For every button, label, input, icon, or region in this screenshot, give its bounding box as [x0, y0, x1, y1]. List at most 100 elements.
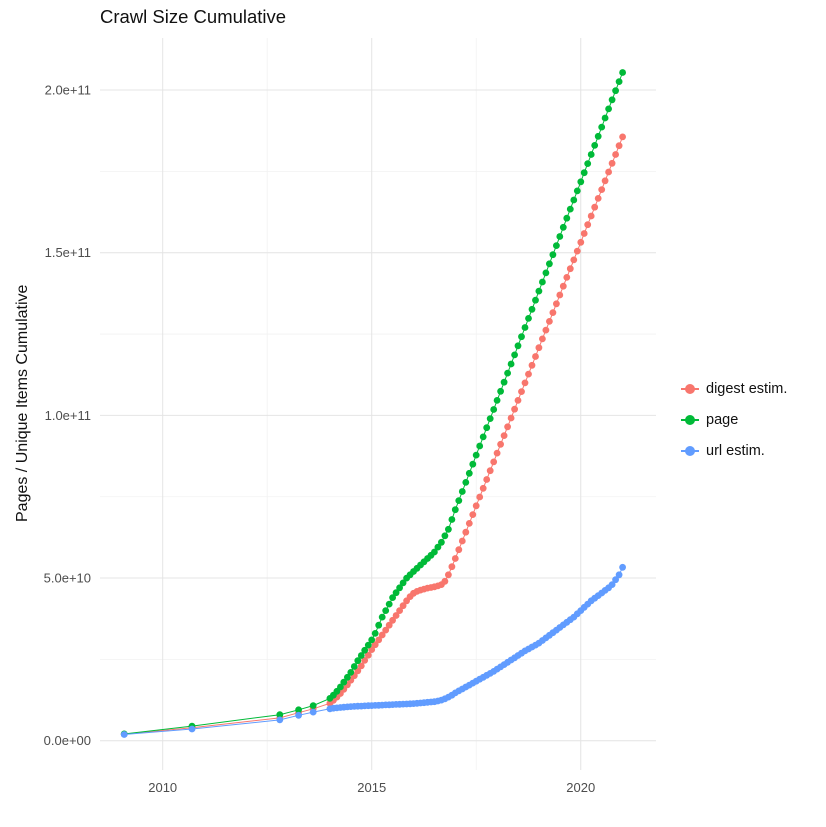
data-point-page [445, 525, 452, 533]
data-point-page [309, 702, 317, 709]
data-point-digest-estim [371, 641, 379, 649]
data-point-page [598, 123, 606, 131]
x-tick-label: 2010 [148, 780, 177, 795]
data-point-page [511, 351, 518, 359]
data-point-page [504, 369, 511, 377]
data-point-digest-estim [570, 256, 578, 264]
data-point-page [465, 469, 473, 477]
data-point-page [591, 142, 599, 149]
data-point-digest-estim [591, 203, 599, 211]
data-point-page [347, 669, 355, 676]
data-point-digest-estim [396, 607, 403, 614]
y-tick-label: 1.0e+11 [45, 408, 91, 423]
data-point-url-estim [276, 716, 284, 724]
data-point-digest-estim [546, 318, 553, 325]
data-point-page [584, 160, 592, 168]
data-point-digest-estim [619, 133, 626, 141]
data-point-digest-estim [518, 388, 525, 395]
data-point-page [528, 305, 536, 313]
data-point-page [580, 169, 588, 177]
legend-point-icon [685, 383, 695, 394]
data-point-page [497, 387, 504, 395]
data-point-digest-estim [563, 274, 571, 281]
data-point-digest-estim [559, 282, 567, 290]
data-point-digest-estim [375, 636, 383, 644]
y-tick-label: 5.0e+10 [44, 571, 91, 586]
data-point-page [368, 636, 376, 644]
data-point-page [553, 242, 560, 250]
data-point-page [570, 196, 578, 204]
x-tick-label: 2015 [357, 780, 386, 795]
data-point-page [573, 187, 581, 195]
data-point-page [514, 342, 522, 350]
data-point-page [619, 69, 626, 76]
data-point-digest-estim [601, 177, 609, 185]
data-point-url-estim [608, 581, 616, 588]
data-point-digest-estim [539, 335, 546, 343]
data-point-digest-estim [504, 423, 511, 431]
data-point-page [608, 96, 616, 104]
data-point-digest-estim [556, 291, 564, 299]
data-point-digest-estim [469, 511, 477, 518]
y-tick-label: 2.0e+11 [45, 83, 91, 98]
data-point-digest-estim [584, 221, 592, 229]
data-point-page [493, 397, 501, 404]
data-point-digest-estim [448, 563, 456, 571]
data-point-digest-estim [598, 186, 606, 194]
data-point-page [612, 87, 619, 95]
data-point-url-estim [295, 711, 302, 719]
data-point-digest-estim [573, 247, 581, 255]
legend: digest estim. page url estim. [681, 380, 787, 459]
data-point-digest-estim [385, 621, 393, 629]
data-point-page [559, 223, 567, 231]
data-point-page [546, 260, 553, 268]
data-point-digest-estim [382, 626, 390, 634]
data-point-page [371, 630, 379, 637]
data-point-page [357, 652, 365, 659]
data-point-page [469, 460, 477, 468]
data-point-digest-estim [364, 651, 372, 659]
data-point-page [486, 415, 494, 422]
data-point-page [521, 324, 529, 331]
data-point-digest-estim [476, 493, 484, 501]
data-point-digest-estim [472, 502, 480, 510]
data-point-digest-estim [542, 326, 550, 334]
data-point-page [549, 251, 557, 259]
data-point-page [364, 641, 372, 649]
y-tick-label: 1.5e+11 [45, 245, 91, 260]
data-point-digest-estim [511, 405, 518, 413]
legend-item-digest-estim: digest estim. [681, 380, 787, 397]
data-point-page [563, 214, 571, 222]
data-point-digest-estim [361, 657, 369, 664]
legend-point-icon [685, 414, 695, 425]
data-point-digest-estim [451, 555, 459, 562]
data-point-page [490, 406, 498, 413]
data-point-page [441, 532, 449, 540]
data-point-digest-estim [399, 602, 407, 610]
data-point-page [587, 151, 595, 158]
legend-key-dot [681, 413, 699, 427]
data-point-digest-estim [479, 484, 487, 492]
data-point-page [601, 114, 609, 122]
data-point-page [525, 315, 532, 322]
data-point-page [455, 497, 463, 504]
data-point-page [500, 378, 508, 386]
data-point-page [337, 683, 344, 691]
data-point-digest-estim [594, 195, 602, 202]
data-point-page [539, 278, 546, 286]
data-point-page [462, 479, 470, 486]
data-point-digest-estim [549, 309, 557, 316]
data-point-page [472, 451, 480, 459]
data-point-page [375, 621, 383, 629]
data-point-digest-estim [445, 571, 452, 579]
data-point-page [507, 360, 515, 368]
data-point-page [276, 711, 284, 719]
data-point-page [340, 678, 348, 686]
data-point-page [542, 269, 550, 277]
legend-label: digest estim. [706, 380, 788, 397]
data-point-digest-estim [608, 159, 616, 167]
data-point-digest-estim [587, 212, 595, 220]
data-point-page [483, 424, 491, 432]
data-point-digest-estim [458, 537, 466, 545]
